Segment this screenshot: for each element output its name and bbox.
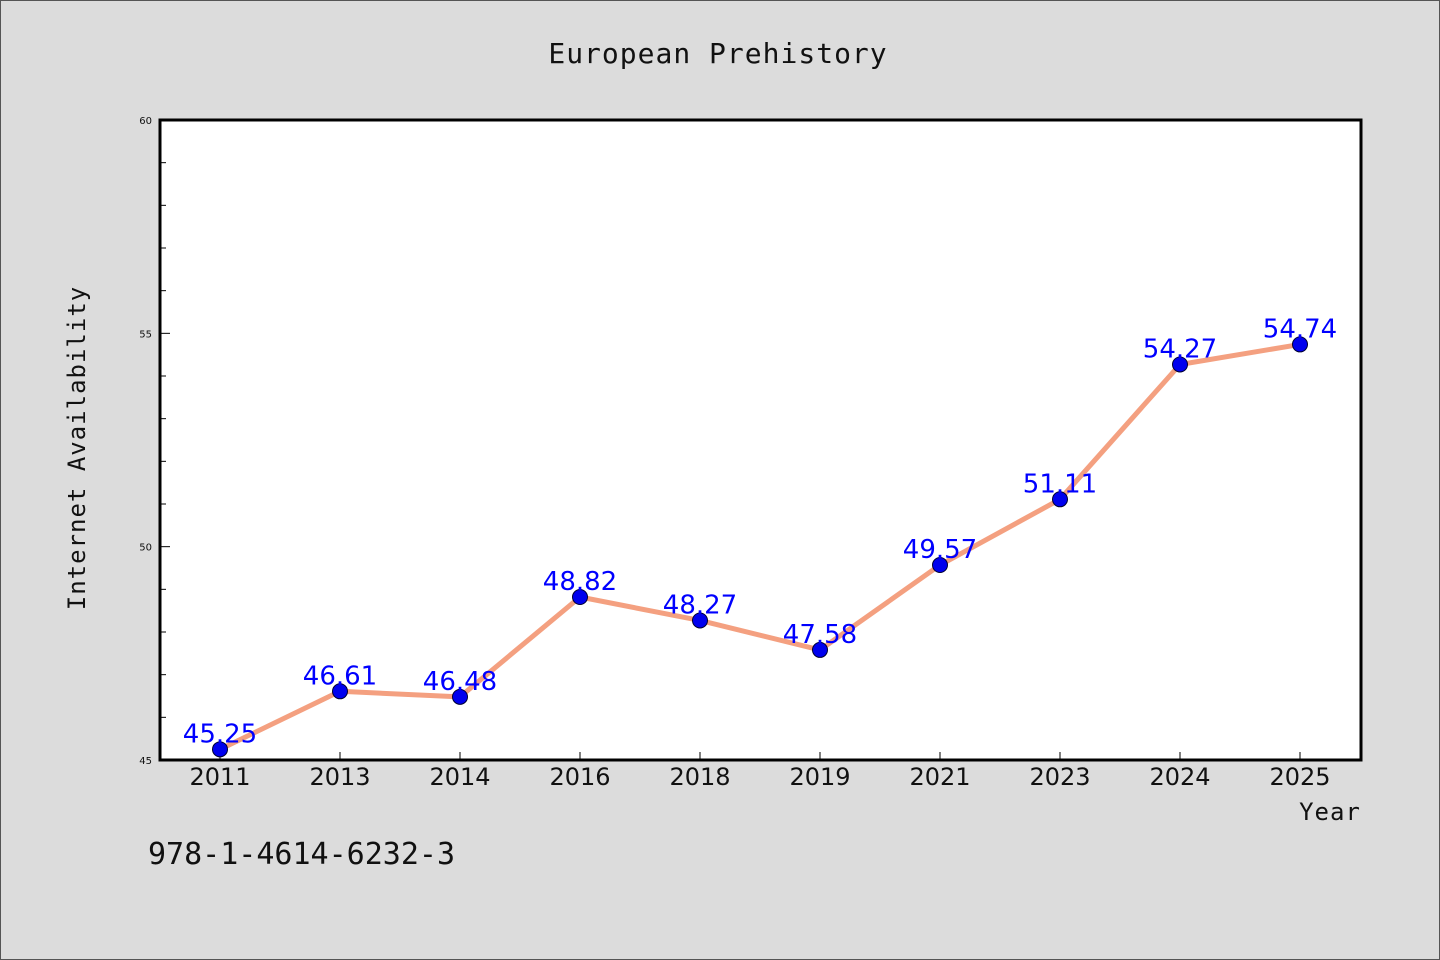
y-tick-label: 60 [139,116,152,127]
isbn-text: 978-1-4614-6232-3 [148,837,455,872]
chart-title: European Prehistory [548,37,887,70]
data-points [212,336,1308,758]
data-point [212,741,228,758]
x-tick-label: 2025 [1269,763,1330,791]
data-point [932,557,948,574]
data-point [332,683,348,700]
x-tick-label: 2014 [429,763,490,791]
data-label: 51.11 [1023,469,1097,499]
data-point [452,688,468,705]
plot-area [158,118,1363,762]
x-tick-label: 2018 [669,763,730,791]
series-line [218,341,1301,752]
data-point [1172,356,1188,373]
data-label: 46.48 [423,667,497,697]
y-axis-label: Internet Availability [63,286,91,610]
x-axis: 2011 2013 2014 2016 2018 2019 2021 2023 2024 2025 [189,752,1331,791]
data-label: 54.74 [1263,314,1337,344]
data-point [812,641,828,658]
y-tick-label: 45 [139,756,152,767]
data-label: 54.27 [1143,334,1217,364]
data-labels: 45.25 46.61 46.48 48.82 48.27 47.58 49.57 51.11… [183,314,1337,749]
data-label: 48.27 [663,590,737,620]
y-axis: 45 50 55 60 [139,116,170,767]
x-tick-label: 2019 [789,763,850,791]
x-axis-label: Year [1299,798,1361,826]
data-label: 45.25 [183,719,257,749]
data-label: 48.82 [543,567,617,597]
x-tick-label: 2016 [549,763,610,791]
y-tick-label: 55 [139,329,152,340]
data-point [1292,336,1308,353]
data-point [572,589,588,606]
x-tick-label: 2023 [1029,763,1090,791]
x-tick-label: 2021 [909,763,970,791]
y-tick-label: 50 [139,543,152,554]
x-tick-label: 2013 [309,763,370,791]
data-point [1052,491,1068,508]
data-label: 46.61 [303,661,377,691]
data-point [692,612,708,629]
data-label: 47.58 [783,620,857,650]
x-tick-label: 2024 [1149,763,1210,791]
x-tick-label: 2011 [189,763,250,791]
data-label: 49.57 [903,535,977,565]
